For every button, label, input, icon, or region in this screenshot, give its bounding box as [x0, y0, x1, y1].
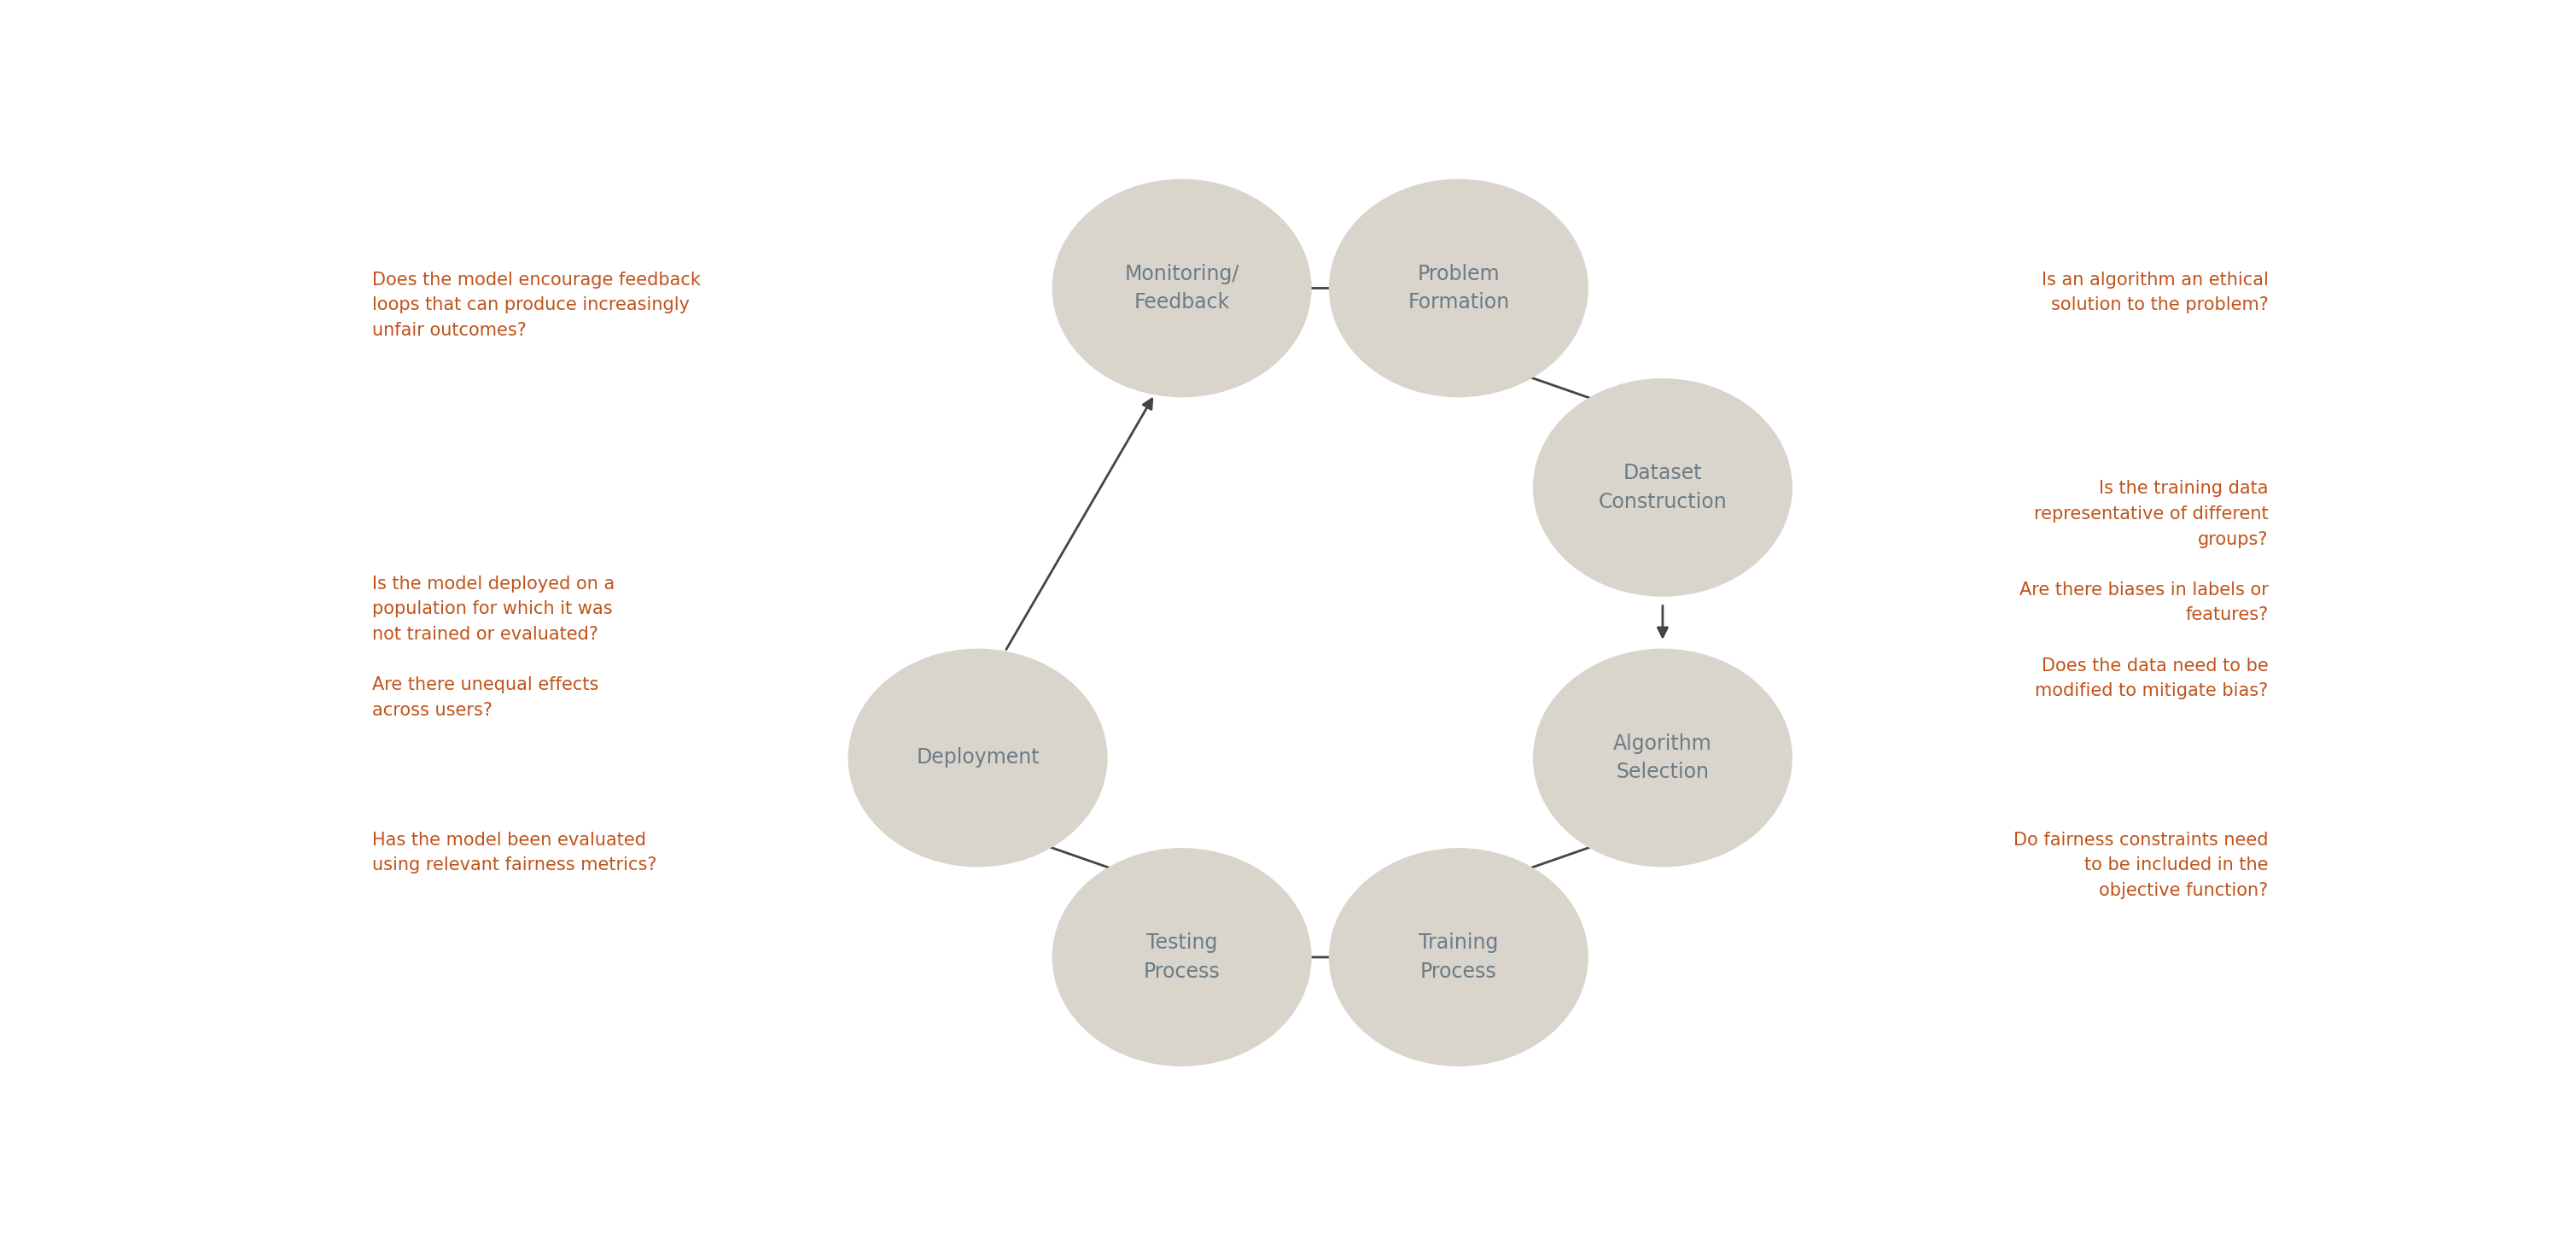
- Text: Is the training data
representative of different
groups?

Are there biases in la: Is the training data representative of d…: [2020, 480, 2269, 699]
- Text: Algorithm
Selection: Algorithm Selection: [1613, 734, 1713, 783]
- Ellipse shape: [1533, 379, 1793, 597]
- Text: Monitoring/
Feedback: Monitoring/ Feedback: [1126, 264, 1239, 313]
- Text: Dataset
Construction: Dataset Construction: [1597, 462, 1726, 512]
- Ellipse shape: [848, 649, 1108, 867]
- Text: Does the model encourage feedback
loops that can produce increasingly
unfair out: Does the model encourage feedback loops …: [371, 271, 701, 339]
- Text: Is the model deployed on a
population for which it was
not trained or evaluated?: Is the model deployed on a population fo…: [371, 575, 616, 719]
- Text: Is an algorithm an ethical
solution to the problem?: Is an algorithm an ethical solution to t…: [2043, 271, 2269, 313]
- Text: Deployment: Deployment: [917, 747, 1041, 768]
- Ellipse shape: [1051, 179, 1311, 397]
- Text: Training
Process: Training Process: [1419, 932, 1499, 981]
- Ellipse shape: [1329, 848, 1589, 1067]
- Text: Testing
Process: Testing Process: [1144, 932, 1221, 981]
- Ellipse shape: [1533, 649, 1793, 867]
- Text: Problem
Formation: Problem Formation: [1406, 264, 1510, 313]
- Text: Has the model been evaluated
using relevant fairness metrics?: Has the model been evaluated using relev…: [371, 831, 657, 874]
- Ellipse shape: [1329, 179, 1589, 397]
- Ellipse shape: [1051, 848, 1311, 1067]
- Text: Do fairness constraints need
to be included in the
objective function?: Do fairness constraints need to be inclu…: [2014, 831, 2269, 899]
